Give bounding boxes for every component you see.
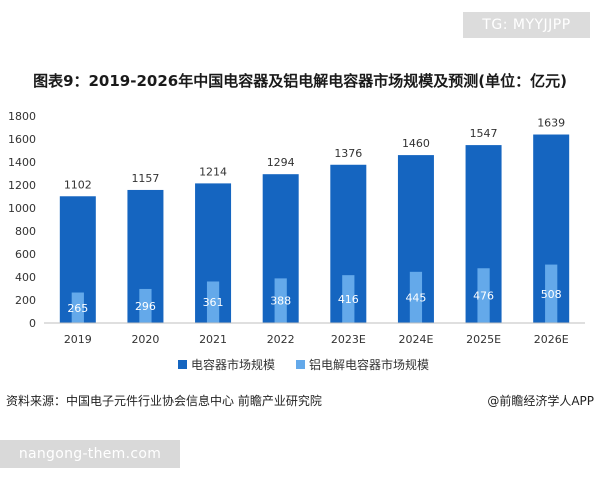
- data-label-capacitor: 1376: [334, 147, 362, 160]
- x-axis: 2019 2020 2021 2022 2023E 2024E 2025E 2026E: [44, 322, 585, 346]
- x-tick-label: 2022: [267, 333, 295, 346]
- source-note: 资料来源：中国电子元件行业协会信息中心 前瞻产业研究院: [6, 394, 322, 408]
- data-labels: 1102 265 1157 296 1214 361 1294 388 1376 416 1460 4…: [64, 117, 565, 315]
- data-label-aluminum-electrolytic: 388: [270, 295, 291, 308]
- bar-aluminum-electrolytic: [545, 264, 558, 323]
- data-label-capacitor: 1102: [64, 178, 92, 191]
- data-label-aluminum-electrolytic: 476: [473, 290, 494, 303]
- bars: [59, 134, 570, 323]
- site-watermark: nangong-them.com: [0, 440, 180, 468]
- x-tick-label: 2023E: [331, 333, 366, 346]
- data-label-aluminum-electrolytic: 445: [405, 291, 426, 304]
- legend-swatch-capacitor: [178, 360, 187, 369]
- data-label-aluminum-electrolytic: 416: [338, 293, 359, 306]
- y-tick-label: 0: [29, 317, 36, 330]
- x-tick-label: 2019: [64, 333, 92, 346]
- data-label-capacitor: 1157: [131, 172, 159, 185]
- bar-aluminum-electrolytic: [274, 278, 287, 323]
- data-label-aluminum-electrolytic: 508: [541, 288, 562, 301]
- data-label-capacitor: 1639: [537, 117, 565, 130]
- y-tick-label: 200: [15, 294, 36, 307]
- legend: 电容器市场规模 铝电解电容器市场规模: [178, 357, 429, 372]
- legend-swatch-aluminum-electrolytic: [296, 360, 305, 369]
- y-tick-label: 1000: [8, 202, 36, 215]
- bar-aluminum-electrolytic: [71, 292, 84, 323]
- chart-title: 图表9：2019-2026年中国电容器及铝电解电容器市场规模及预测(单位：亿元): [33, 72, 567, 90]
- x-tick-label: 2024E: [398, 333, 433, 346]
- x-tick-label: 2025E: [466, 333, 501, 346]
- data-label-capacitor: 1460: [402, 137, 430, 150]
- bar-aluminum-electrolytic: [409, 271, 423, 323]
- bar-aluminum-electrolytic: [342, 275, 355, 323]
- y-tick-label: 400: [15, 271, 36, 284]
- data-label-capacitor: 1547: [470, 127, 498, 140]
- y-tick-label: 1200: [8, 179, 36, 192]
- legend-label-capacitor: 电容器市场规模: [191, 357, 275, 372]
- y-tick-label: 1600: [8, 133, 36, 146]
- y-axis: 0 200 400 600 800 1000 1200 1400 1600 1800: [8, 110, 36, 330]
- y-tick-label: 1400: [8, 156, 36, 169]
- y-tick-label: 800: [15, 225, 36, 238]
- data-label-capacitor: 1214: [199, 165, 227, 178]
- legend-label-aluminum-electrolytic: 铝电解电容器市场规模: [309, 357, 429, 372]
- bar-aluminum-electrolytic: [206, 281, 220, 323]
- data-label-aluminum-electrolytic: 265: [67, 302, 88, 315]
- x-tick-label: 2026E: [534, 333, 569, 346]
- x-tick-label: 2020: [131, 333, 159, 346]
- bar-aluminum-electrolytic: [477, 268, 490, 323]
- corner-watermark-tag: TG: MYYJJPP: [463, 12, 590, 38]
- bar-aluminum-electrolytic: [139, 288, 152, 323]
- data-label-capacitor: 1294: [267, 156, 295, 169]
- y-tick-label: 600: [15, 248, 36, 261]
- data-label-aluminum-electrolytic: 296: [135, 300, 156, 313]
- data-label-aluminum-electrolytic: 361: [203, 296, 224, 309]
- x-tick-label: 2021: [199, 333, 227, 346]
- credit-note: @前瞻经济学人APP: [487, 394, 594, 408]
- y-tick-label: 1800: [8, 110, 36, 123]
